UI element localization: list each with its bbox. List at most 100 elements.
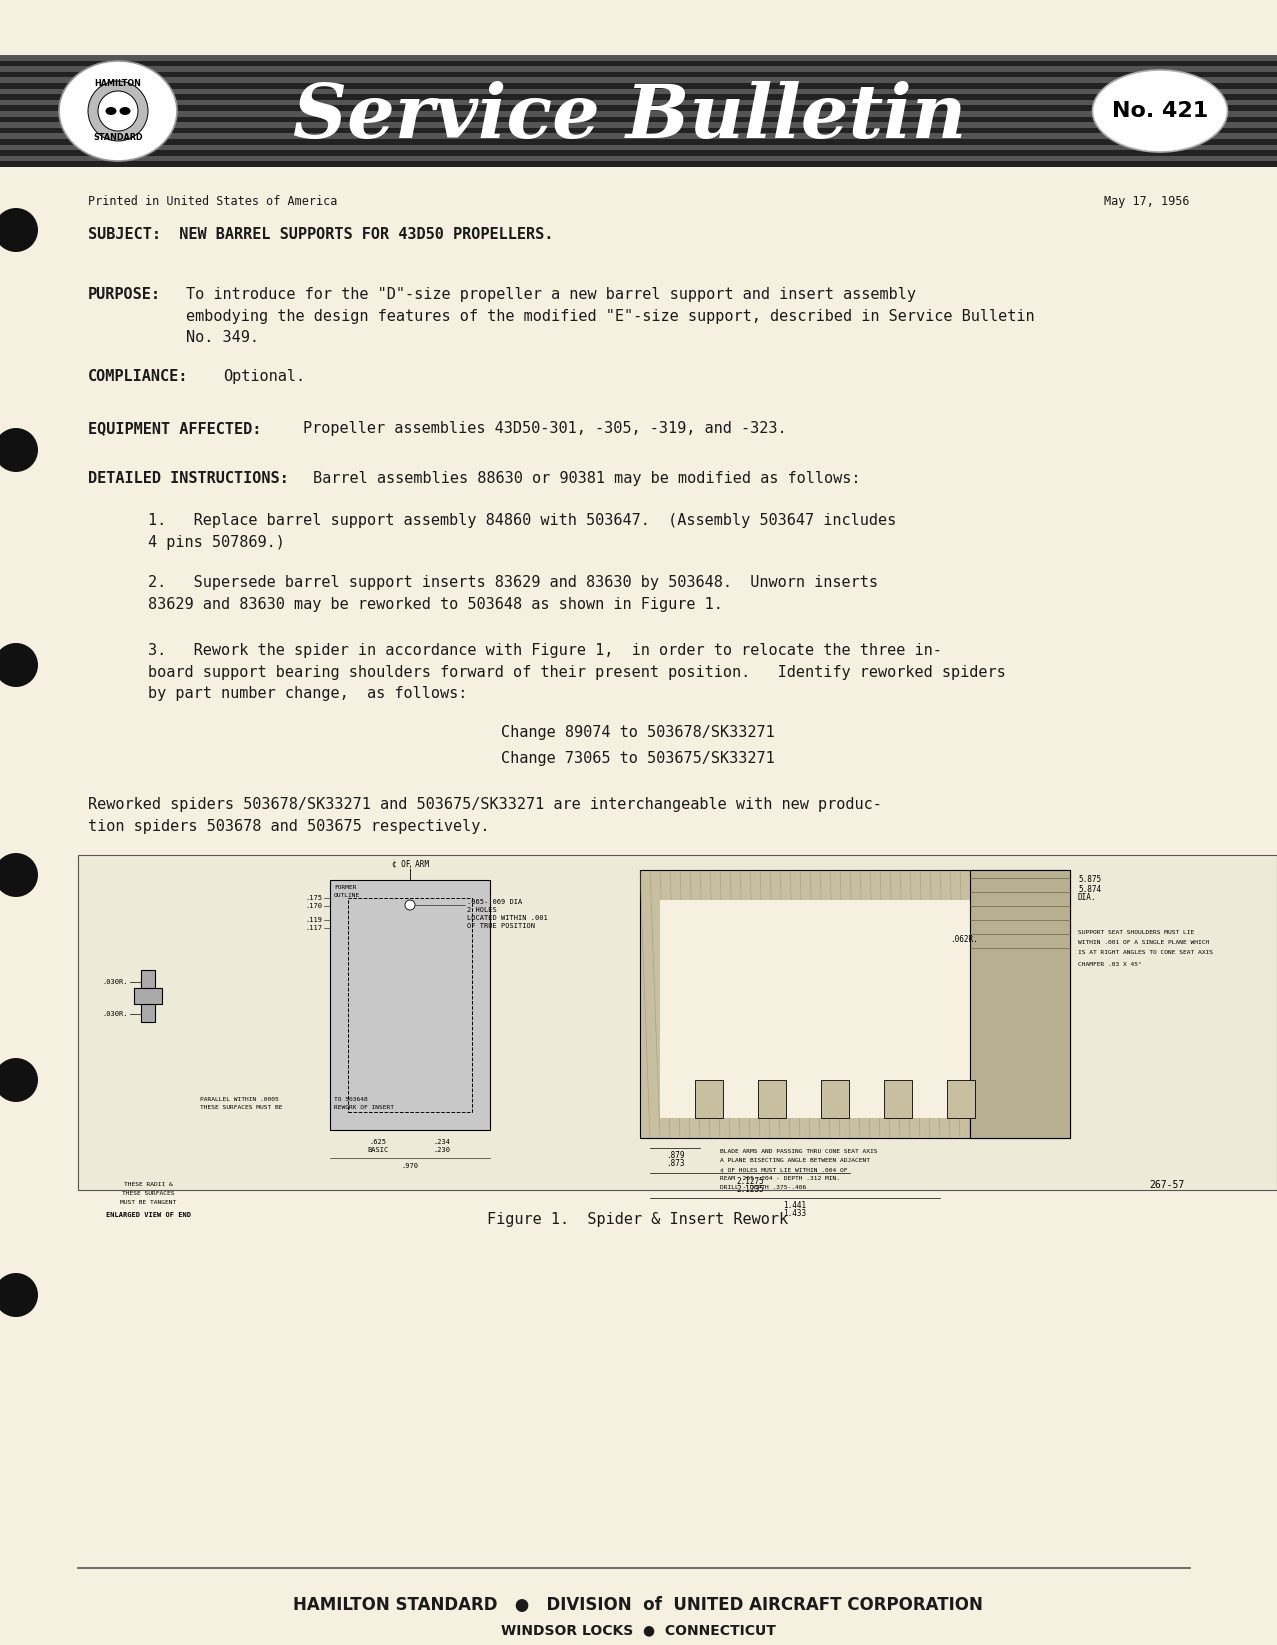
Text: .873: .873 xyxy=(665,1160,684,1168)
Text: TO 503648: TO 503648 xyxy=(335,1097,368,1102)
Text: To introduce for the "D"-size propeller a new barrel support and insert assembly: To introduce for the "D"-size propeller … xyxy=(186,286,1034,345)
Text: STANDARD: STANDARD xyxy=(93,133,143,141)
Bar xyxy=(0,66,1277,72)
Text: HAMILTON STANDARD   ●   DIVISION  of  UNITED AIRCRAFT CORPORATION: HAMILTON STANDARD ● DIVISION of UNITED A… xyxy=(292,1596,983,1614)
Ellipse shape xyxy=(59,61,178,161)
Text: .234: .234 xyxy=(433,1138,451,1145)
Text: 2.1235: 2.1235 xyxy=(736,1184,764,1194)
Bar xyxy=(0,82,1277,89)
Circle shape xyxy=(98,90,138,132)
Text: COMPLIANCE:: COMPLIANCE: xyxy=(88,368,189,383)
Bar xyxy=(695,1081,723,1119)
Text: HAMILTON: HAMILTON xyxy=(94,79,142,87)
Bar xyxy=(0,0,1277,54)
Text: 2.   Supersede barrel support inserts 83629 and 83630 by 503648.  Unworn inserts: 2. Supersede barrel support inserts 8362… xyxy=(148,576,879,612)
Text: 1.433: 1.433 xyxy=(783,1209,807,1219)
Text: Optional.: Optional. xyxy=(223,368,305,383)
Text: DIA.: DIA. xyxy=(1078,893,1097,903)
Circle shape xyxy=(0,428,38,472)
Bar xyxy=(0,72,1277,77)
Text: .119: .119 xyxy=(305,916,322,923)
Text: REWORK OF INSERT: REWORK OF INSERT xyxy=(335,1105,395,1110)
Bar xyxy=(0,161,1277,168)
Text: 267-57: 267-57 xyxy=(1149,1179,1185,1189)
Text: EQUIPMENT AFFECTED:: EQUIPMENT AFFECTED: xyxy=(88,421,262,436)
Ellipse shape xyxy=(1093,71,1227,151)
Bar xyxy=(660,900,1010,1119)
Circle shape xyxy=(0,1273,38,1318)
Bar xyxy=(640,870,1070,1138)
Bar xyxy=(349,898,472,1112)
Text: DRILL - DEPTH .375-.406: DRILL - DEPTH .375-.406 xyxy=(720,1184,806,1189)
Text: PURPOSE:: PURPOSE: xyxy=(88,286,161,303)
Text: .879: .879 xyxy=(665,1152,684,1160)
Text: THESE RADII &: THESE RADII & xyxy=(124,1183,172,1188)
Text: .030R.: .030R. xyxy=(102,979,128,985)
Text: Barrel assemblies 88630 or 90381 may be modified as follows:: Barrel assemblies 88630 or 90381 may be … xyxy=(313,470,861,485)
Text: .170: .170 xyxy=(305,903,322,910)
Text: OUTLINE: OUTLINE xyxy=(335,893,360,898)
Text: DETAILED INSTRUCTIONS:: DETAILED INSTRUCTIONS: xyxy=(88,470,289,485)
Bar xyxy=(0,61,1277,66)
Bar xyxy=(0,138,1277,145)
Text: Reworked spiders 503678/SK33271 and 503675/SK33271 are interchangeable with new : Reworked spiders 503678/SK33271 and 5036… xyxy=(88,796,882,834)
Text: May 17, 1956: May 17, 1956 xyxy=(1105,196,1190,207)
Text: .625: .625 xyxy=(369,1138,387,1145)
Text: OF TRUE POSITION: OF TRUE POSITION xyxy=(467,923,535,929)
Bar xyxy=(78,855,1277,1189)
Bar xyxy=(884,1081,912,1119)
Bar xyxy=(0,145,1277,150)
Circle shape xyxy=(0,207,38,252)
Text: Printed in United States of America: Printed in United States of America xyxy=(88,196,337,207)
Text: Service Bulletin: Service Bulletin xyxy=(294,81,967,153)
Text: Propeller assemblies 43D50-301, -305, -319, and -323.: Propeller assemblies 43D50-301, -305, -3… xyxy=(303,421,787,436)
Text: WITHIN .001 OF A SINGLE PLANE WHICH: WITHIN .001 OF A SINGLE PLANE WHICH xyxy=(1078,939,1209,944)
Text: .065-.069 DIA: .065-.069 DIA xyxy=(467,900,522,905)
Bar xyxy=(0,150,1277,156)
Text: Change 89074 to 503678/SK33271: Change 89074 to 503678/SK33271 xyxy=(501,725,775,740)
Bar xyxy=(329,880,490,1130)
Circle shape xyxy=(88,81,148,141)
Text: ENLARGED VIEW OF END: ENLARGED VIEW OF END xyxy=(106,1212,190,1217)
Text: IS AT RIGHT ANGLES TO CONE SEAT AXIS: IS AT RIGHT ANGLES TO CONE SEAT AXIS xyxy=(1078,951,1213,956)
Text: .030R.: .030R. xyxy=(102,1010,128,1017)
Text: A PLANE BISECTING ANGLE BETWEEN ADJACENT: A PLANE BISECTING ANGLE BETWEEN ADJACENT xyxy=(720,1158,870,1163)
Text: PARALLEL WITHIN .0005: PARALLEL WITHIN .0005 xyxy=(200,1097,278,1102)
Text: THESE SURFACES: THESE SURFACES xyxy=(121,1191,174,1196)
Text: FORMER: FORMER xyxy=(335,885,356,890)
Bar xyxy=(0,156,1277,161)
Text: 2 HOLES: 2 HOLES xyxy=(467,906,497,913)
Bar xyxy=(0,100,1277,105)
Text: .970: .970 xyxy=(401,1163,419,1170)
Bar xyxy=(0,105,1277,110)
Text: 3.   Rework the spider in accordance with Figure 1,  in order to relocate the th: 3. Rework the spider in accordance with … xyxy=(148,643,1006,701)
Text: 2.1275: 2.1275 xyxy=(736,1176,764,1186)
Text: ¢ OF ARM: ¢ OF ARM xyxy=(392,860,429,869)
Text: Change 73065 to 503675/SK33271: Change 73065 to 503675/SK33271 xyxy=(501,752,775,767)
Ellipse shape xyxy=(106,107,116,115)
Text: 5.875: 5.875 xyxy=(1078,875,1101,885)
Bar xyxy=(0,77,1277,82)
Bar xyxy=(134,987,162,1003)
Text: REAM .201-.204 - DEPTH .312 MIN.: REAM .201-.204 - DEPTH .312 MIN. xyxy=(720,1176,840,1181)
Text: SUPPORT SEAT SHOULDERS MUST LIE: SUPPORT SEAT SHOULDERS MUST LIE xyxy=(1078,929,1194,934)
Bar xyxy=(0,117,1277,122)
Text: MUST BE TANGENT: MUST BE TANGENT xyxy=(120,1199,176,1206)
Bar xyxy=(821,1081,849,1119)
Bar xyxy=(0,54,1277,61)
Circle shape xyxy=(405,900,415,910)
Bar xyxy=(140,969,155,1022)
Text: THESE SURFACES MUST BE: THESE SURFACES MUST BE xyxy=(200,1105,282,1110)
Text: No. 421: No. 421 xyxy=(1112,100,1208,122)
Bar xyxy=(0,89,1277,94)
Circle shape xyxy=(0,854,38,897)
Text: .230: .230 xyxy=(433,1147,451,1153)
Text: BLADE ARMS AND PASSING THRU CONE SEAT AXIS: BLADE ARMS AND PASSING THRU CONE SEAT AX… xyxy=(720,1148,877,1155)
Text: WINDSOR LOCKS  ●  CONNECTICUT: WINDSOR LOCKS ● CONNECTICUT xyxy=(501,1624,775,1637)
Bar xyxy=(971,870,1070,1138)
Circle shape xyxy=(0,1058,38,1102)
Text: CHAMFER .03 X 45°: CHAMFER .03 X 45° xyxy=(1078,962,1142,967)
Bar xyxy=(0,133,1277,138)
Bar xyxy=(759,1081,787,1119)
Bar xyxy=(0,110,1277,117)
